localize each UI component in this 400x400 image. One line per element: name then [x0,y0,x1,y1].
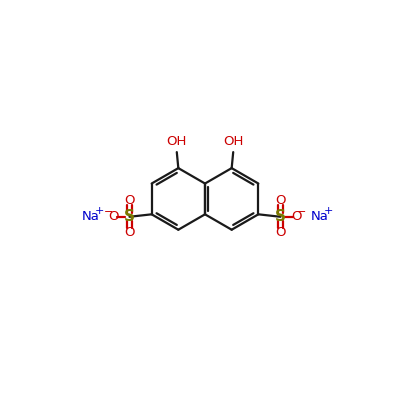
Text: O: O [275,194,286,207]
Text: OH: OH [166,135,186,148]
Text: OH: OH [224,135,244,148]
Text: O: O [124,194,135,207]
Text: O: O [275,226,286,239]
Text: O: O [291,210,302,223]
Text: Na: Na [311,210,328,223]
Text: O: O [108,210,119,223]
Text: S: S [275,209,286,224]
Text: O: O [124,226,135,239]
Text: Na: Na [82,210,99,223]
Text: +: + [94,206,104,216]
Text: S: S [124,209,135,224]
Text: +: + [324,206,333,216]
Text: −: − [104,207,113,217]
Text: −: − [297,207,306,217]
